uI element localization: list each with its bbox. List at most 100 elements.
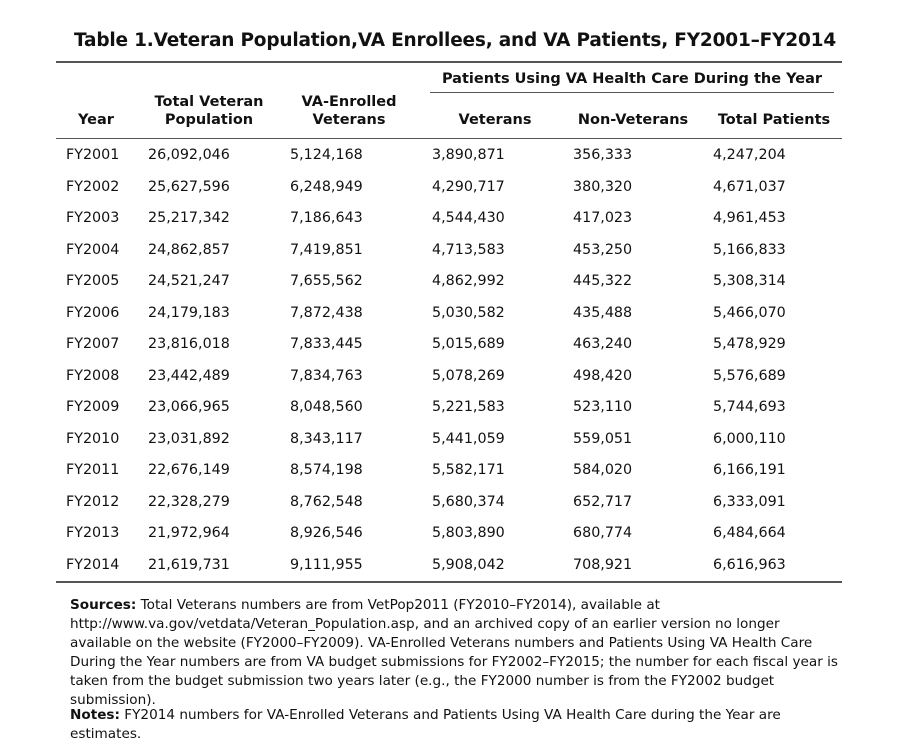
table-row: FY2002 25,627,596 6,248,949 4,290,717 380,32… [0,179,910,210]
table-row: FY2009 23,066,965 8,048,560 5,221,583 523,11… [0,399,910,430]
veterans-cell: 5,015,689 [432,336,505,352]
total-veteran-population-cell: 23,442,489 [148,367,230,384]
year-cell: FY2012 [66,493,120,510]
veterans-cell: 5,030,582 [432,304,505,321]
table-row: FY2004 24,862,857 7,419,851 4,713,583 453,25… [0,242,910,273]
total-patients-cell: 6,166,191 [713,462,786,478]
header-va-enrolled-line1: VA-Enrolled [301,94,397,110]
notes-text: FY2014 numbers for VA-Enrolled Veterans … [70,707,781,742]
non-veterans-cell: 356,333 [573,147,633,163]
table-row: FY2005 24,521,247 7,655,562 4,862,992 445,32… [0,273,910,304]
total-veteran-population-cell: 21,619,731 [148,556,230,573]
header-veterans-label: Veterans [458,112,532,128]
year-cell: FY2010 [66,430,120,447]
year-cell: FY2006 [66,304,120,321]
year-cell: FY2008 [66,367,120,384]
sources-text: Total Veterans numbers are from VetPop20… [70,597,838,708]
total-patients-cell: 5,744,693 [713,399,786,415]
header-veterans: Veterans [440,111,550,129]
sources-label: Sources: [70,597,137,613]
header-va-enrolled-line2: Veterans [312,112,386,128]
table-row: FY2006 24,179,183 7,872,438 5,030,582 435,48… [0,305,910,336]
total-veteran-population-cell: 26,092,046 [148,147,230,163]
total-veteran-population-cell: 22,328,279 [148,493,230,510]
total-patients-cell: 5,478,929 [713,336,786,352]
header-year-label: Year [78,112,114,128]
header-total-veteran-population: Total Veteran Population [140,93,278,129]
total-patients-cell: 4,247,204 [713,147,786,163]
year-cell: FY2009 [66,399,120,415]
total-veteran-population-cell: 23,816,018 [148,336,230,352]
header-rule [56,138,842,139]
table-row: FY2007 23,816,018 7,833,445 5,015,689 463,24… [0,336,910,367]
va-enrolled-cell: 8,762,548 [290,493,363,510]
va-enrolled-cell: 7,834,763 [290,367,363,384]
va-enrolled-cell: 8,926,546 [290,525,363,541]
veterans-cell: 5,908,042 [432,556,505,573]
total-patients-cell: 5,466,070 [713,304,786,321]
year-cell: FY2003 [66,210,120,226]
non-veterans-cell: 708,921 [573,556,633,573]
total-veteran-population-cell: 22,676,149 [148,462,230,478]
non-veterans-cell: 453,250 [573,241,633,258]
header-total-patients-label: Total Patients [717,112,831,128]
table-row: FY2012 22,328,279 8,762,548 5,680,374 652,71… [0,494,910,525]
year-cell: FY2011 [66,462,120,478]
total-veteran-population-cell: 23,031,892 [148,430,230,447]
va-enrolled-cell: 7,655,562 [290,273,363,289]
total-patients-cell: 6,000,110 [713,430,786,447]
total-veteran-population-cell: 24,179,183 [148,304,230,321]
va-enrolled-cell: 8,343,117 [290,430,363,447]
va-enrolled-cell: 6,248,949 [290,178,363,195]
total-patients-cell: 4,671,037 [713,178,786,195]
total-veteran-population-cell: 25,627,596 [148,178,230,195]
total-patients-cell: 6,333,091 [713,493,786,510]
table-row: FY2001 26,092,046 5,124,168 3,890,871 356,33… [0,147,910,178]
group-header: Patients Using VA Health Care During the… [441,71,823,87]
non-veterans-cell: 463,240 [573,336,633,352]
total-patients-cell: 6,484,664 [713,525,786,541]
header-year: Year [66,111,126,129]
year-cell: FY2004 [66,241,120,258]
va-enrolled-cell: 8,048,560 [290,399,363,415]
total-veteran-population-cell: 21,972,964 [148,525,230,541]
veterans-cell: 3,890,871 [432,147,505,163]
bottom-rule [56,581,842,583]
non-veterans-cell: 680,774 [573,525,633,541]
year-cell: FY2005 [66,273,120,289]
veterans-cell: 4,713,583 [432,241,505,258]
va-enrolled-cell: 9,111,955 [290,556,363,573]
va-enrolled-cell: 7,419,851 [290,241,363,258]
sources-note: Sources: Total Veterans numbers are from… [70,596,840,710]
table-row: FY2003 25,217,342 7,186,643 4,544,430 417,02… [0,210,910,241]
non-veterans-cell: 380,320 [573,178,633,195]
year-cell: FY2013 [66,525,120,541]
va-enrolled-cell: 7,872,438 [290,304,363,321]
total-veteran-population-cell: 23,066,965 [148,399,230,415]
veterans-cell: 5,441,059 [432,430,505,447]
top-rule [56,61,842,63]
header-non-veterans-label: Non-Veterans [577,112,689,128]
total-veteran-population-cell: 24,521,247 [148,273,230,289]
table-row: FY2010 23,031,892 8,343,117 5,441,059 559,05… [0,431,910,462]
non-veterans-cell: 559,051 [573,430,633,447]
year-cell: FY2014 [66,556,120,573]
table-title: Table 1.Veteran Population,VA Enrollees,… [74,30,836,51]
non-veterans-cell: 417,023 [573,210,633,226]
veterans-cell: 5,221,583 [432,399,505,415]
non-veterans-cell: 584,020 [573,462,633,478]
total-patients-cell: 6,616,963 [713,556,786,573]
header-va-enrolled-veterans: VA-Enrolled Veterans [286,93,412,129]
veterans-cell: 4,544,430 [432,210,505,226]
total-veteran-population-cell: 25,217,342 [148,210,230,226]
header-non-veterans: Non-Veterans [566,111,700,129]
va-enrolled-cell: 7,833,445 [290,336,363,352]
table-row: FY2008 23,442,489 7,834,763 5,078,269 498,42… [0,368,910,399]
header-total-veteran-line1: Total Veteran [154,94,264,110]
veterans-cell: 5,582,171 [432,462,505,478]
va-enrolled-cell: 7,186,643 [290,210,363,226]
group-rule [430,92,834,94]
table-row: FY2011 22,676,149 8,574,198 5,582,171 584,02… [0,462,910,493]
year-cell: FY2002 [66,178,120,195]
veterans-cell: 5,078,269 [432,367,505,384]
